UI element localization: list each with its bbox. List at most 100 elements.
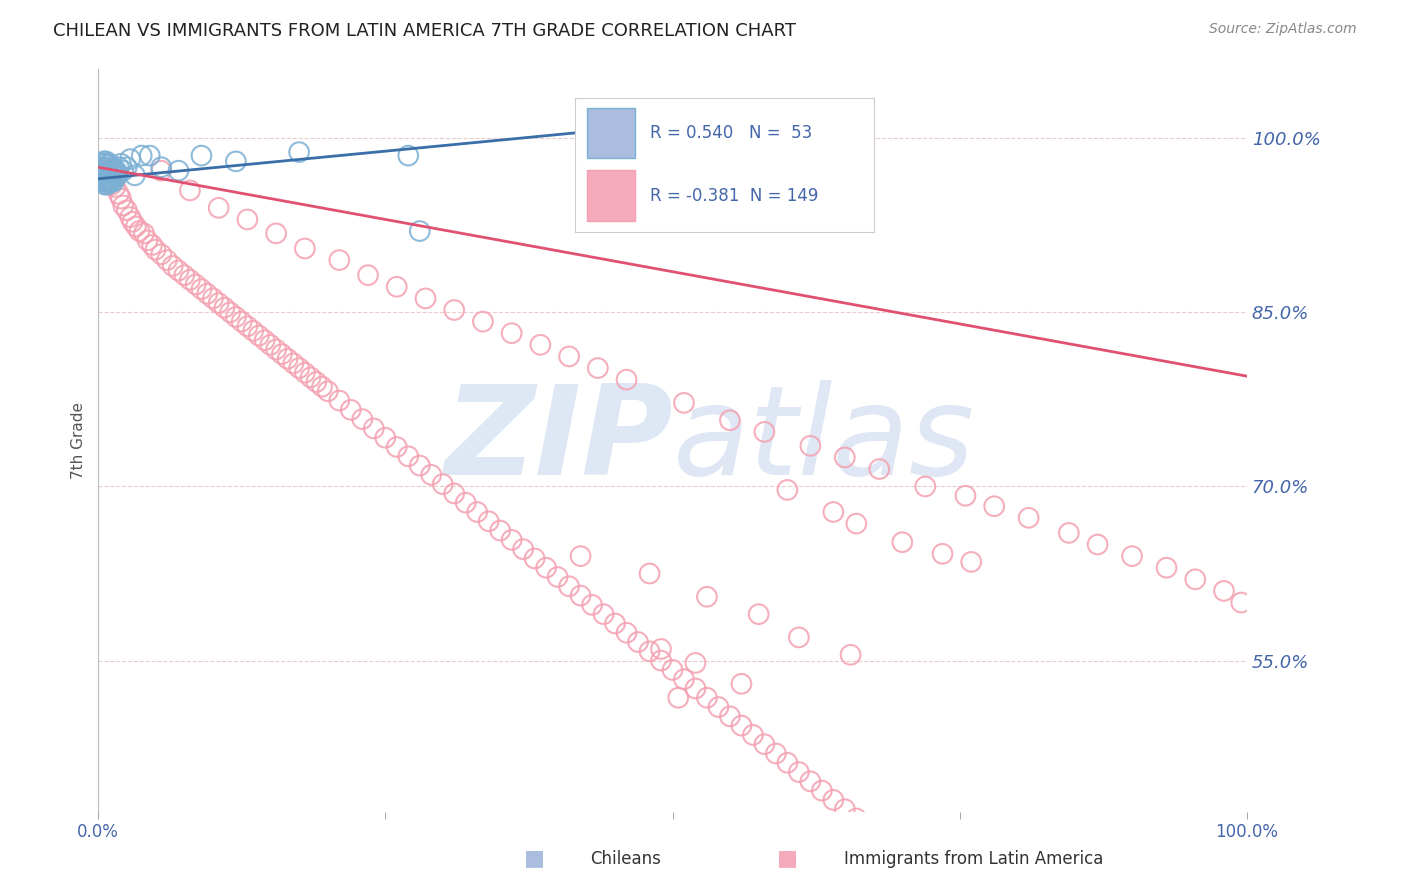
Point — [94, 175, 117, 189]
Text: Source: ZipAtlas.com: Source: ZipAtlas.com — [1209, 22, 1357, 37]
Point — [685, 656, 707, 670]
Point — [754, 737, 776, 751]
Point — [94, 161, 117, 176]
Point — [936, 886, 959, 892]
Point — [90, 160, 112, 174]
Point — [264, 343, 287, 357]
Point — [685, 681, 707, 696]
Point — [730, 677, 752, 691]
Point — [93, 154, 115, 169]
Point — [98, 166, 121, 180]
Point — [98, 175, 121, 189]
Point — [616, 625, 638, 640]
Point — [914, 479, 936, 493]
Point — [478, 514, 501, 528]
Text: atlas: atlas — [672, 379, 974, 500]
Point — [730, 718, 752, 732]
Point — [787, 631, 810, 645]
Point — [627, 635, 650, 649]
Point — [253, 333, 276, 347]
Point — [856, 821, 879, 835]
Point — [283, 356, 305, 370]
Point — [489, 524, 512, 538]
Point — [299, 370, 322, 384]
Point — [242, 324, 264, 338]
Point — [1213, 583, 1236, 598]
Point — [125, 219, 148, 234]
Point — [1156, 560, 1178, 574]
Point — [811, 783, 834, 797]
Point — [443, 486, 465, 500]
Point — [89, 166, 111, 180]
Point — [569, 589, 592, 603]
Point — [357, 268, 380, 282]
Point — [799, 774, 821, 789]
Point — [231, 315, 253, 329]
Point — [101, 175, 124, 189]
Point — [93, 160, 115, 174]
Point — [288, 361, 311, 376]
Point — [167, 163, 190, 178]
Point — [983, 499, 1005, 513]
Point — [91, 157, 114, 171]
Point — [891, 535, 914, 549]
Point — [834, 450, 856, 465]
Point — [98, 171, 121, 186]
Point — [650, 642, 672, 657]
Point — [98, 157, 121, 171]
Point — [880, 839, 903, 854]
Text: Immigrants from Latin America: Immigrants from Latin America — [844, 850, 1102, 868]
Point — [891, 848, 914, 863]
Point — [471, 315, 494, 329]
Point — [94, 169, 117, 183]
Point — [672, 672, 695, 686]
Point — [638, 566, 661, 581]
Point — [443, 303, 465, 318]
Point — [661, 663, 683, 677]
Point — [225, 310, 247, 324]
Point — [765, 747, 787, 761]
Point — [1184, 572, 1206, 586]
Point — [107, 169, 129, 183]
Point — [914, 867, 936, 881]
Point — [190, 148, 212, 162]
Point — [1057, 525, 1080, 540]
Point — [104, 169, 127, 183]
Point — [96, 178, 118, 192]
Point — [145, 243, 167, 257]
Point — [512, 542, 534, 557]
Point — [823, 505, 845, 519]
Point — [90, 169, 112, 183]
Y-axis label: 7th Grade: 7th Grade — [72, 401, 86, 478]
Point — [696, 590, 718, 604]
Point — [208, 201, 231, 215]
Text: Chileans: Chileans — [591, 850, 661, 868]
Point — [311, 379, 333, 393]
Point — [1018, 510, 1040, 524]
Point — [742, 728, 765, 742]
Point — [581, 598, 603, 612]
Point — [132, 227, 155, 241]
Point — [558, 579, 581, 593]
Point — [96, 169, 118, 184]
Point — [845, 812, 868, 826]
Point — [173, 268, 195, 282]
Point — [501, 533, 523, 547]
Point — [120, 210, 142, 224]
Point — [586, 361, 609, 376]
Point — [754, 425, 776, 439]
Point — [94, 154, 117, 169]
Point — [931, 547, 953, 561]
Point — [294, 366, 316, 380]
Point — [97, 158, 120, 172]
Point — [277, 351, 299, 366]
Point — [776, 756, 799, 770]
Point — [107, 160, 129, 174]
Point — [97, 166, 120, 180]
Point — [236, 212, 259, 227]
Point — [960, 555, 983, 569]
Point — [101, 178, 124, 192]
Point — [547, 570, 569, 584]
Point — [1230, 596, 1253, 610]
Point — [128, 224, 150, 238]
